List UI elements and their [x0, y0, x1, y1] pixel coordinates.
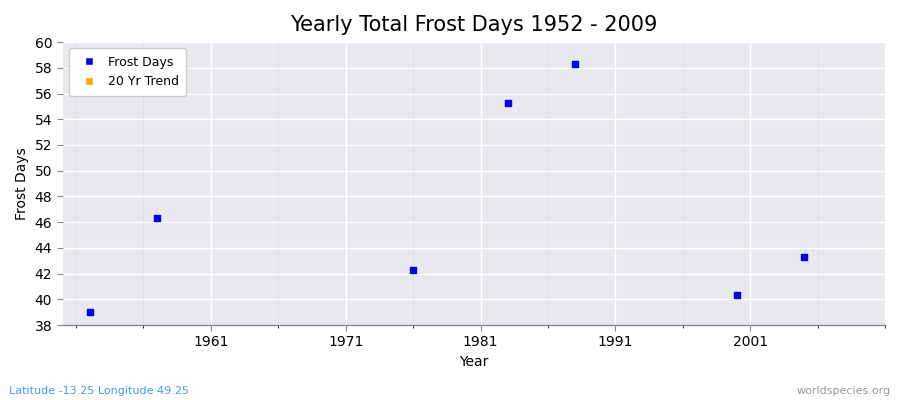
Point: [83, 309, 97, 315]
Point: [730, 292, 744, 299]
Point: [568, 61, 582, 67]
Point: [406, 266, 420, 273]
Y-axis label: Frost Days: Frost Days: [15, 147, 29, 220]
Text: Latitude -13.25 Longitude 49.25: Latitude -13.25 Longitude 49.25: [9, 386, 189, 396]
Text: worldspecies.org: worldspecies.org: [796, 386, 891, 396]
Title: Yearly Total Frost Days 1952 - 2009: Yearly Total Frost Days 1952 - 2009: [290, 15, 658, 35]
Legend: Frost Days, 20 Yr Trend: Frost Days, 20 Yr Trend: [68, 48, 186, 96]
X-axis label: Year: Year: [459, 355, 489, 369]
Point: [796, 254, 811, 260]
Point: [500, 99, 515, 106]
Point: [149, 215, 164, 222]
